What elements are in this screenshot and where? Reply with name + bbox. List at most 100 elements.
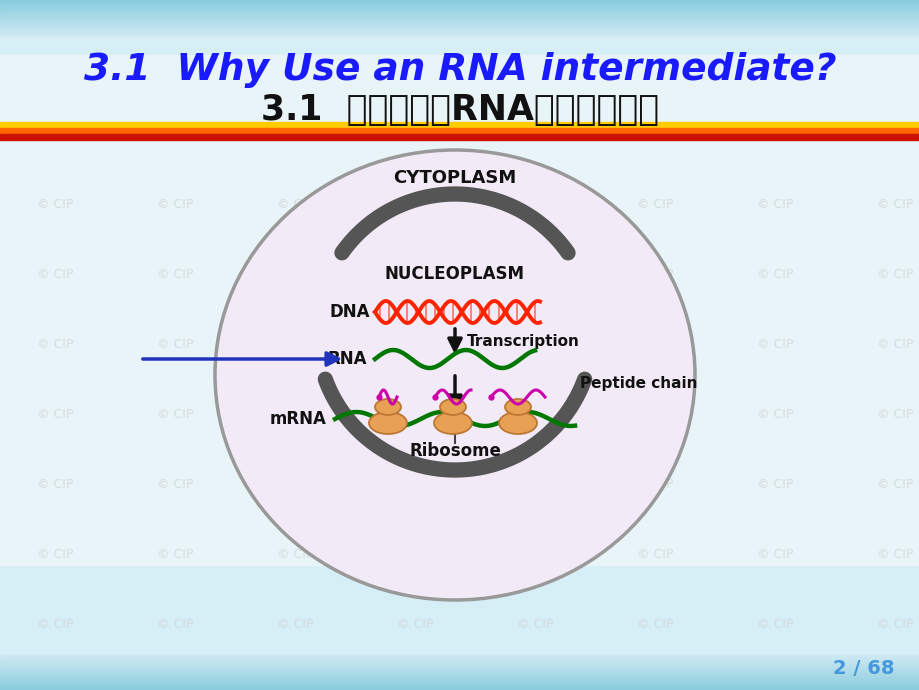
Text: © CIP: © CIP (396, 339, 433, 351)
Text: NUCLEOPLASM: NUCLEOPLASM (384, 265, 525, 283)
Bar (0, 659, 919, 660)
Bar (0, 6, 919, 7)
Bar (0, 687, 919, 688)
Bar (0, 665, 919, 666)
Bar (0, 656, 919, 657)
Text: © CIP: © CIP (876, 408, 913, 422)
Text: © CIP: © CIP (156, 339, 193, 351)
Text: © CIP: © CIP (396, 478, 433, 491)
Ellipse shape (434, 412, 471, 434)
Bar (0, 134, 919, 140)
Bar (0, 680, 919, 681)
Bar (0, 9, 919, 10)
Bar (0, 686, 919, 687)
Ellipse shape (505, 399, 530, 415)
Bar (0, 661, 919, 662)
Text: © CIP: © CIP (156, 199, 193, 212)
Bar (0, 676, 919, 677)
Text: © CIP: © CIP (396, 268, 433, 282)
Text: © CIP: © CIP (516, 339, 552, 351)
Bar (0, 26, 919, 27)
Text: © CIP: © CIP (636, 268, 673, 282)
Text: © CIP: © CIP (156, 478, 193, 491)
Bar (0, 667, 919, 668)
Bar (0, 20, 919, 21)
Text: CYTOPLASM: CYTOPLASM (393, 169, 516, 187)
Text: © CIP: © CIP (876, 268, 913, 282)
Text: © CIP: © CIP (636, 339, 673, 351)
Text: 2 / 68: 2 / 68 (833, 658, 894, 678)
Bar (0, 128, 919, 134)
Text: © CIP: © CIP (756, 478, 792, 491)
Text: © CIP: © CIP (277, 339, 312, 351)
Text: © CIP: © CIP (277, 618, 312, 631)
Bar (0, 11, 919, 12)
Text: © CIP: © CIP (396, 199, 433, 212)
Bar (0, 689, 919, 690)
Text: © CIP: © CIP (516, 268, 552, 282)
Bar (0, 674, 919, 675)
Bar (0, 22, 919, 23)
Text: © CIP: © CIP (636, 478, 673, 491)
Text: 3.1  为什么使用RNA作为中间物？: 3.1 为什么使用RNA作为中间物？ (261, 93, 658, 127)
Text: © CIP: © CIP (876, 549, 913, 562)
Text: © CIP: © CIP (37, 618, 74, 631)
Text: © CIP: © CIP (756, 199, 792, 212)
Bar (0, 682, 919, 683)
Bar (0, 655, 919, 656)
Bar (0, 12, 919, 13)
Text: © CIP: © CIP (37, 268, 74, 282)
Text: Ribosome: Ribosome (409, 442, 500, 460)
Bar (0, 684, 919, 685)
Bar (0, 658, 919, 659)
Bar (0, 0, 919, 1)
Text: © CIP: © CIP (876, 199, 913, 212)
Ellipse shape (375, 399, 401, 415)
Text: RNA: RNA (327, 350, 367, 368)
Text: © CIP: © CIP (876, 618, 913, 631)
Text: © CIP: © CIP (756, 339, 792, 351)
Bar (0, 34, 919, 35)
Text: © CIP: © CIP (37, 549, 74, 562)
Bar (0, 25, 919, 26)
Bar (0, 1, 919, 2)
Text: © CIP: © CIP (156, 618, 193, 631)
Text: © CIP: © CIP (277, 478, 312, 491)
Bar (0, 27, 919, 28)
Text: © CIP: © CIP (516, 408, 552, 422)
Bar (0, 5, 919, 6)
Bar (0, 677, 919, 678)
Text: © CIP: © CIP (636, 408, 673, 422)
Bar (0, 29, 919, 30)
Text: © CIP: © CIP (396, 618, 433, 631)
Bar (0, 4, 919, 5)
Text: © CIP: © CIP (636, 199, 673, 212)
Text: © CIP: © CIP (396, 549, 433, 562)
Text: DNA: DNA (329, 303, 369, 321)
Bar (0, 8, 919, 9)
Bar (0, 670, 919, 671)
Text: © CIP: © CIP (636, 549, 673, 562)
Bar (0, 18, 919, 19)
Text: © CIP: © CIP (37, 478, 74, 491)
Text: © CIP: © CIP (516, 618, 552, 631)
Bar (0, 2, 919, 3)
Bar (0, 32, 919, 33)
Bar (0, 666, 919, 667)
Bar (0, 673, 919, 674)
Bar (0, 663, 919, 664)
Bar (0, 23, 919, 24)
Bar (0, 17, 919, 18)
Bar (0, 669, 919, 670)
Text: © CIP: © CIP (37, 199, 74, 212)
Bar (0, 668, 919, 669)
Bar (0, 14, 919, 15)
Bar (0, 688, 919, 689)
Bar (0, 21, 919, 22)
Bar (0, 28, 919, 29)
Bar (0, 10, 919, 11)
Text: © CIP: © CIP (756, 549, 792, 562)
Bar (0, 679, 919, 680)
Bar (0, 660, 919, 661)
Bar (0, 664, 919, 665)
